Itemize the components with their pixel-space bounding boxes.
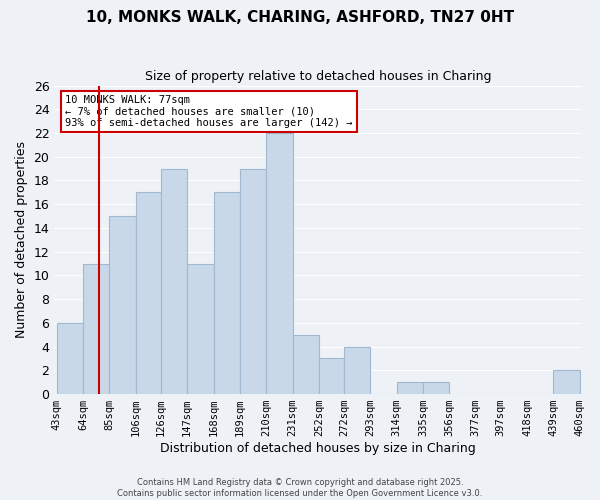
Bar xyxy=(214,192,240,394)
Text: Contains HM Land Registry data © Crown copyright and database right 2025.
Contai: Contains HM Land Registry data © Crown c… xyxy=(118,478,482,498)
Text: 10 MONKS WALK: 77sqm
← 7% of detached houses are smaller (10)
93% of semi-detach: 10 MONKS WALK: 77sqm ← 7% of detached ho… xyxy=(65,95,352,128)
Bar xyxy=(136,192,161,394)
Bar xyxy=(240,168,266,394)
Title: Size of property relative to detached houses in Charing: Size of property relative to detached ho… xyxy=(145,70,491,83)
Bar xyxy=(266,133,293,394)
Bar xyxy=(109,216,136,394)
Bar xyxy=(161,168,187,394)
Bar xyxy=(83,264,109,394)
Bar xyxy=(397,382,423,394)
Bar xyxy=(57,323,83,394)
Bar xyxy=(187,264,214,394)
Bar xyxy=(293,335,319,394)
Bar xyxy=(553,370,580,394)
Bar xyxy=(344,346,370,394)
Bar xyxy=(319,358,344,394)
Bar xyxy=(423,382,449,394)
Text: 10, MONKS WALK, CHARING, ASHFORD, TN27 0HT: 10, MONKS WALK, CHARING, ASHFORD, TN27 0… xyxy=(86,10,514,25)
X-axis label: Distribution of detached houses by size in Charing: Distribution of detached houses by size … xyxy=(160,442,476,455)
Y-axis label: Number of detached properties: Number of detached properties xyxy=(15,142,28,338)
